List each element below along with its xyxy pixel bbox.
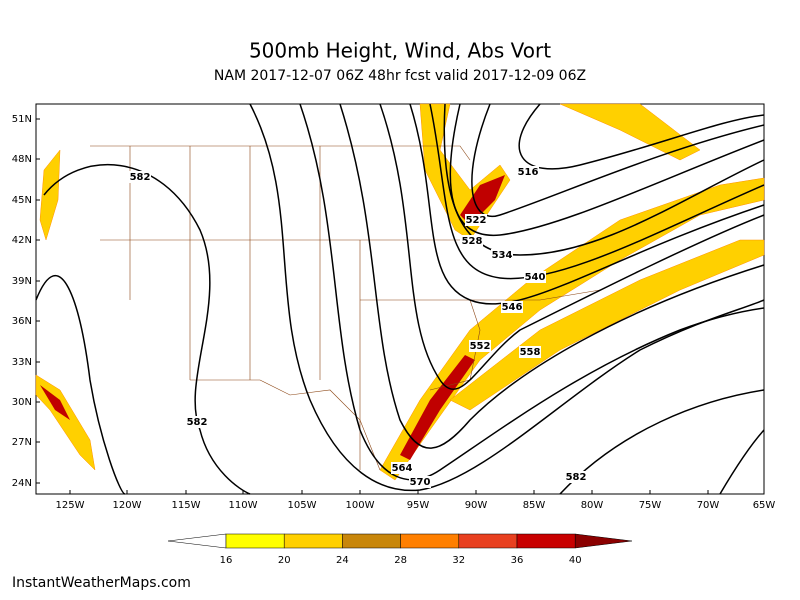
lon-label: 65W [753,500,776,511]
height-contours [35,103,765,495]
colorbar-low [167,533,227,549]
colorbar-swatch [400,533,460,549]
colorbar: 16 20 24 28 32 36 40 [167,533,633,566]
contour-label: 582 [566,472,587,483]
subtitle: NAM 2017-12-07 06Z 48hr fcst valid 2017-… [214,68,586,84]
lon-label: 70W [697,500,720,511]
lat-label: 33N [12,357,32,368]
contour-label-bg [491,249,513,261]
colorbar-label: 20 [278,555,291,566]
lon-label: 85W [523,500,546,511]
contour-label-bg [524,271,546,283]
lat-label: 30N [12,397,32,408]
contour-label: 516 [518,167,539,178]
colorbar-label: 36 [511,555,524,566]
lat-label: 27N [12,437,32,448]
colorbar-high [574,533,633,549]
credit: InstantWeatherMaps.com [12,575,191,591]
colorbar-swatch [458,533,518,549]
lon-label: 95W [407,500,430,511]
contour-label-bg [469,340,491,352]
contour-label: 546 [502,302,523,313]
lon-label: 90W [465,500,488,511]
contour-label-bg [565,471,587,483]
colorbar-swatch [283,533,343,549]
contour-label-bg [519,346,541,358]
colorbar-swatch [342,533,401,549]
colorbar-label: 40 [569,555,582,566]
lon-label: 110W [229,500,258,511]
colorbar-swatch [516,533,576,549]
lat-label: 24N [12,478,32,489]
map [35,103,765,495]
colorbar-label: 28 [394,555,407,566]
colorbar-label: 32 [452,555,465,566]
contour-label: 522 [466,215,487,226]
contour-label-bg [501,301,523,313]
lon-label: 105W [288,500,317,511]
contour-label: 558 [520,347,541,358]
contour-label-bg [465,214,487,226]
borders [90,145,601,471]
contour-label: 564 [392,463,413,474]
lon-label: 75W [639,500,662,511]
colorbar-label: 16 [220,555,233,566]
contour-label-bg [391,462,413,474]
contour-label: 570 [410,477,431,488]
lon-label: 115W [172,500,201,511]
contour-label-bg [461,235,483,247]
lon-label: 120W [113,500,142,511]
lat-label: 51N [12,114,32,125]
lat-label: 39N [12,276,32,287]
lat-label: 45N [12,195,32,206]
contour-label: 582 [187,417,208,428]
contour-label-bg [129,171,151,183]
lat-label: 48N [12,154,32,165]
contour-label: 540 [525,272,546,283]
colorbar-swatch [225,533,285,549]
contour-label-bg [186,416,208,428]
contour-label-bg [409,476,431,488]
contour-label: 534 [492,250,513,261]
lon-label: 125W [56,500,85,511]
contour-label: 552 [470,341,491,352]
colorbar-label: 24 [336,555,349,566]
lat-label: 36N [12,316,32,327]
contour-label: 582 [130,172,151,183]
lon-label: 80W [581,500,604,511]
contour-label-bg [517,166,539,178]
vorticity [35,103,765,481]
lat-label: 42N [12,235,32,246]
lon-label: 100W [346,500,375,511]
contour-label: 528 [462,236,483,247]
title: 500mb Height, Wind, Abs Vort [249,39,551,63]
